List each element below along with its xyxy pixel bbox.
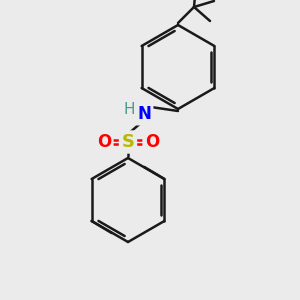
Text: S: S	[122, 133, 134, 151]
Text: O: O	[97, 133, 111, 151]
Text: O: O	[145, 133, 159, 151]
Text: N: N	[137, 105, 151, 123]
Text: H: H	[123, 101, 135, 116]
